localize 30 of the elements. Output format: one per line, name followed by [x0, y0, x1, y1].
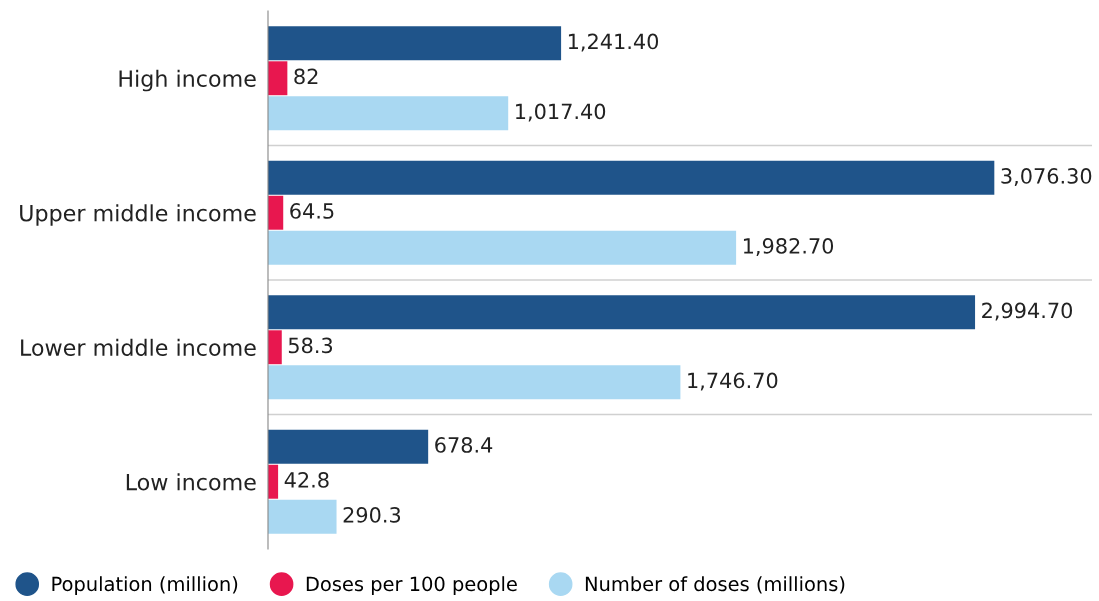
data-label: 1,746.70 [688, 372, 778, 391]
y-tick-label: High income [119, 69, 256, 92]
bar [268, 295, 976, 330]
y-tick-label: Low income [126, 473, 256, 491]
legend-label: Number of doses (millions) [585, 576, 845, 594]
bar [268, 160, 995, 195]
bar [268, 26, 562, 61]
legend-label: Doses per 100 people [306, 576, 517, 596]
bar [268, 96, 509, 131]
bar [268, 429, 429, 464]
y-tick-label: Lower middle income [21, 338, 256, 357]
bar [268, 499, 337, 534]
data-label: 1,241.40 [568, 33, 659, 52]
data-label: 42.8 [284, 472, 329, 488]
data-label: 678.4 [435, 437, 493, 453]
data-label: 2,994.70 [982, 302, 1072, 321]
data-label: 1,982.70 [743, 238, 834, 256]
data-label: 3,076.30 [1001, 168, 1092, 186]
legend-label: Population (million) [52, 576, 238, 596]
data-label: 58.3 [288, 337, 333, 354]
bar [268, 330, 282, 365]
data-label: 290.3 [343, 507, 401, 523]
bar [268, 230, 737, 265]
bar [268, 61, 288, 96]
bar [268, 365, 681, 400]
data-label: 1,017.40 [516, 103, 606, 122]
data-label: 64.5 [290, 203, 334, 219]
data-label: 82 [294, 68, 318, 85]
bar [268, 195, 284, 230]
y-tick-label: Upper middle income [20, 204, 256, 226]
